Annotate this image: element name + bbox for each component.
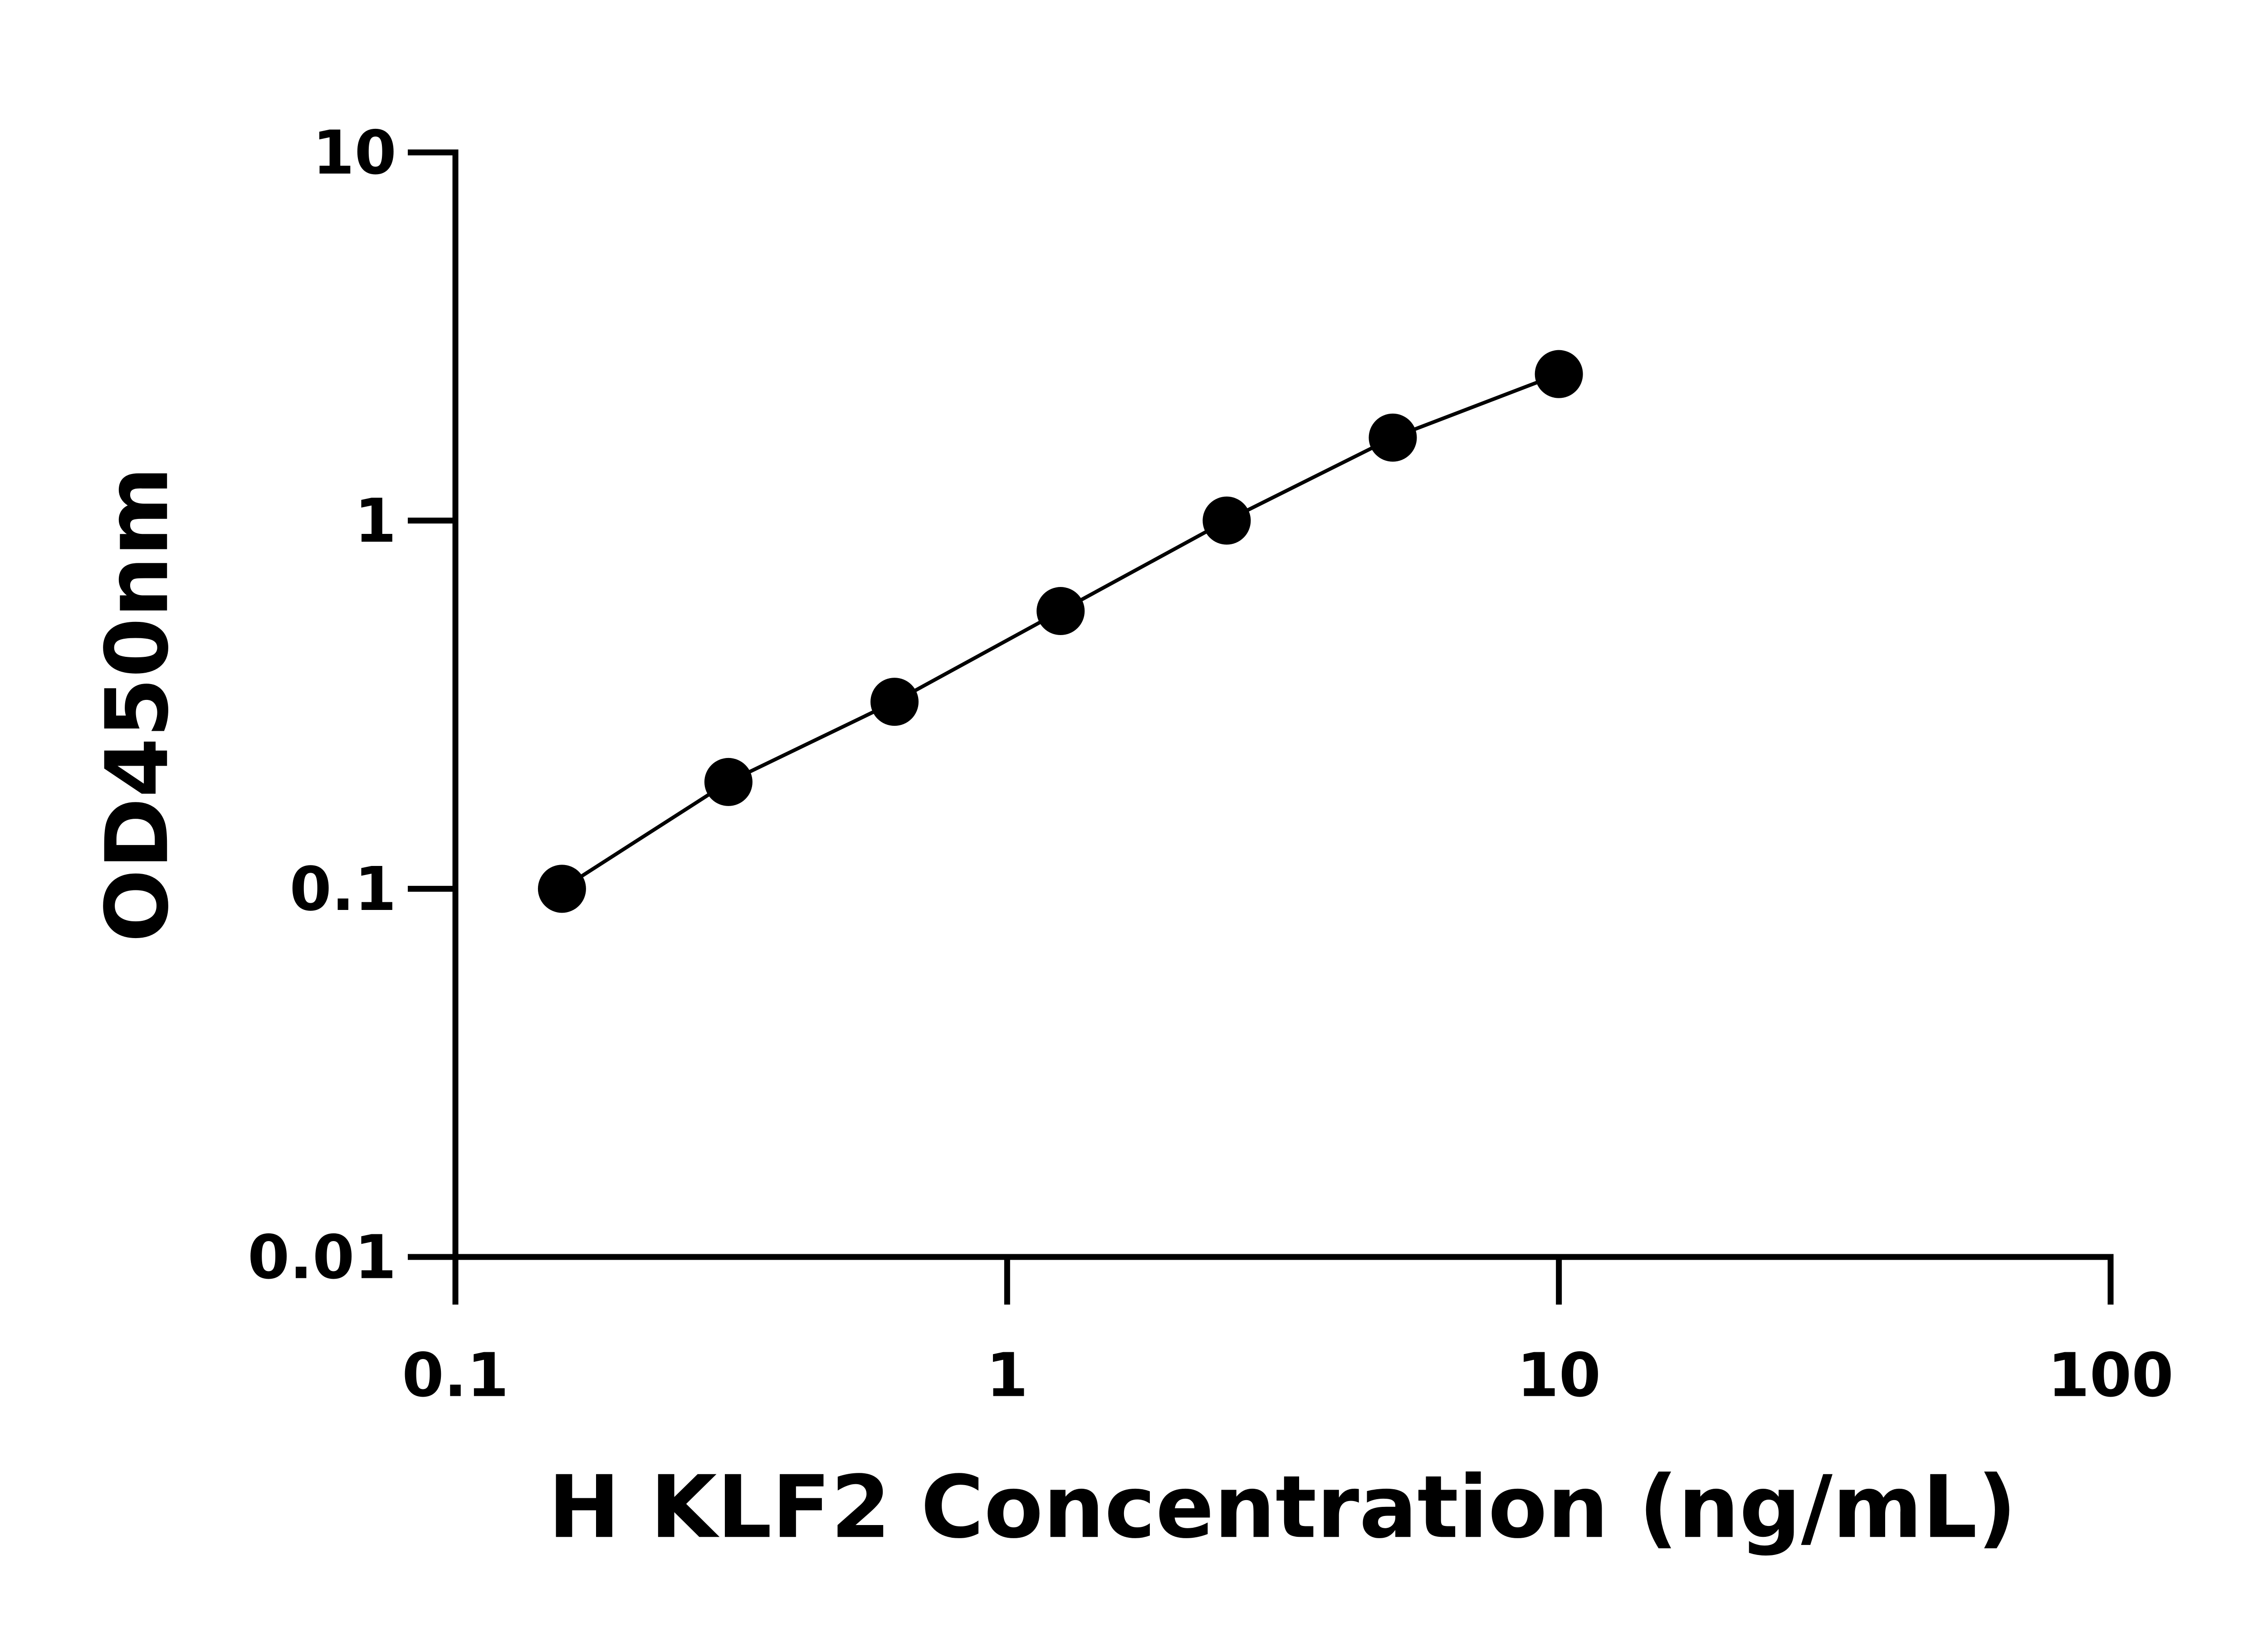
data-point — [1369, 413, 1417, 462]
y-tick-label: 10 — [313, 118, 396, 188]
y-tick-label: 0.01 — [248, 1223, 396, 1293]
y-tick-label: 0.1 — [289, 855, 396, 924]
data-point — [1202, 496, 1251, 545]
data-point — [1036, 587, 1085, 636]
y-axis-label: OD450nm — [87, 466, 187, 942]
x-axis-label: H KLF2 Concentration (ng/mL) — [548, 1457, 2017, 1557]
data-point — [538, 865, 586, 913]
x-tick-label: 10 — [1517, 1341, 1601, 1411]
data-point — [1535, 350, 1583, 398]
x-tick-label: 100 — [2048, 1341, 2174, 1411]
x-tick-label: 1 — [986, 1341, 1028, 1411]
data-point — [870, 678, 919, 726]
x-tick-label: 0.1 — [402, 1341, 509, 1411]
y-tick-label: 1 — [354, 486, 396, 556]
data-point — [704, 758, 753, 806]
